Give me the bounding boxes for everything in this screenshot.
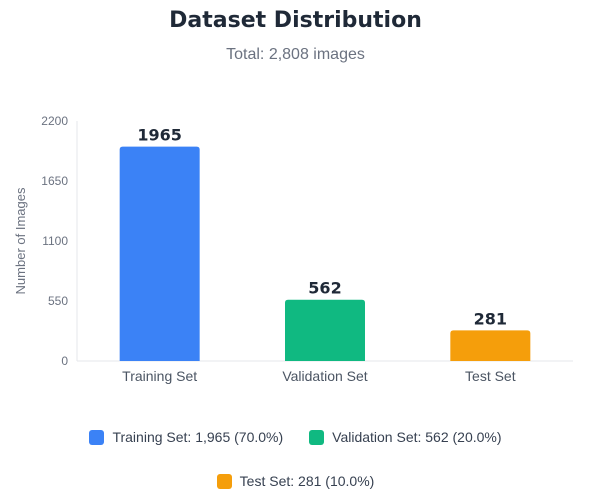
bar-value-label: 1965: [137, 126, 182, 145]
bar-value-label: 281: [474, 309, 507, 328]
y-tick-label: 1100: [42, 234, 68, 248]
x-tick-label: Training Set: [122, 368, 197, 384]
legend-swatch-validation: [309, 429, 325, 445]
legend-swatch-training: [89, 429, 105, 445]
chart-title: Dataset Distribution: [169, 8, 422, 33]
bar-value-label: 562: [308, 279, 341, 298]
chart-subtitle: Total: 2,808 images: [226, 46, 365, 63]
legend-swatch-test: [216, 473, 232, 489]
legend-label-validation: Validation Set: 562 (20.0%): [332, 429, 502, 445]
bar-test-set: [450, 330, 531, 361]
legend-item-validation: Validation Set: 562 (20.0%): [309, 429, 502, 445]
bar-training-set: [119, 146, 200, 361]
bar-chart: 0 550 1100 1650 2200 Number of Images 1965 Trai…: [13, 114, 573, 384]
legend-item-test: Test Set: 281 (10.0%): [216, 473, 375, 489]
legend-row-1: Training Set: 1,965 (70.0%) Validation S…: [0, 429, 591, 445]
y-tick-label: 0: [61, 354, 68, 368]
x-tick-label: Test Set: [465, 368, 516, 384]
legend-label-test: Test Set: 281 (10.0%): [239, 473, 375, 489]
bar-validation-set: [285, 299, 365, 361]
y-tick-label: 1650: [41, 174, 68, 188]
y-tick-label: 2200: [41, 114, 68, 128]
y-axis-label: Number of Images: [13, 187, 28, 294]
legend-item-training: Training Set: 1,965 (70.0%): [89, 429, 283, 445]
legend-row-2: Test Set: 281 (10.0%): [0, 473, 591, 489]
y-tick-label: 550: [48, 294, 68, 308]
legend-label-training: Training Set: 1,965 (70.0%): [112, 429, 284, 445]
x-tick-label: Validation Set: [282, 368, 367, 384]
